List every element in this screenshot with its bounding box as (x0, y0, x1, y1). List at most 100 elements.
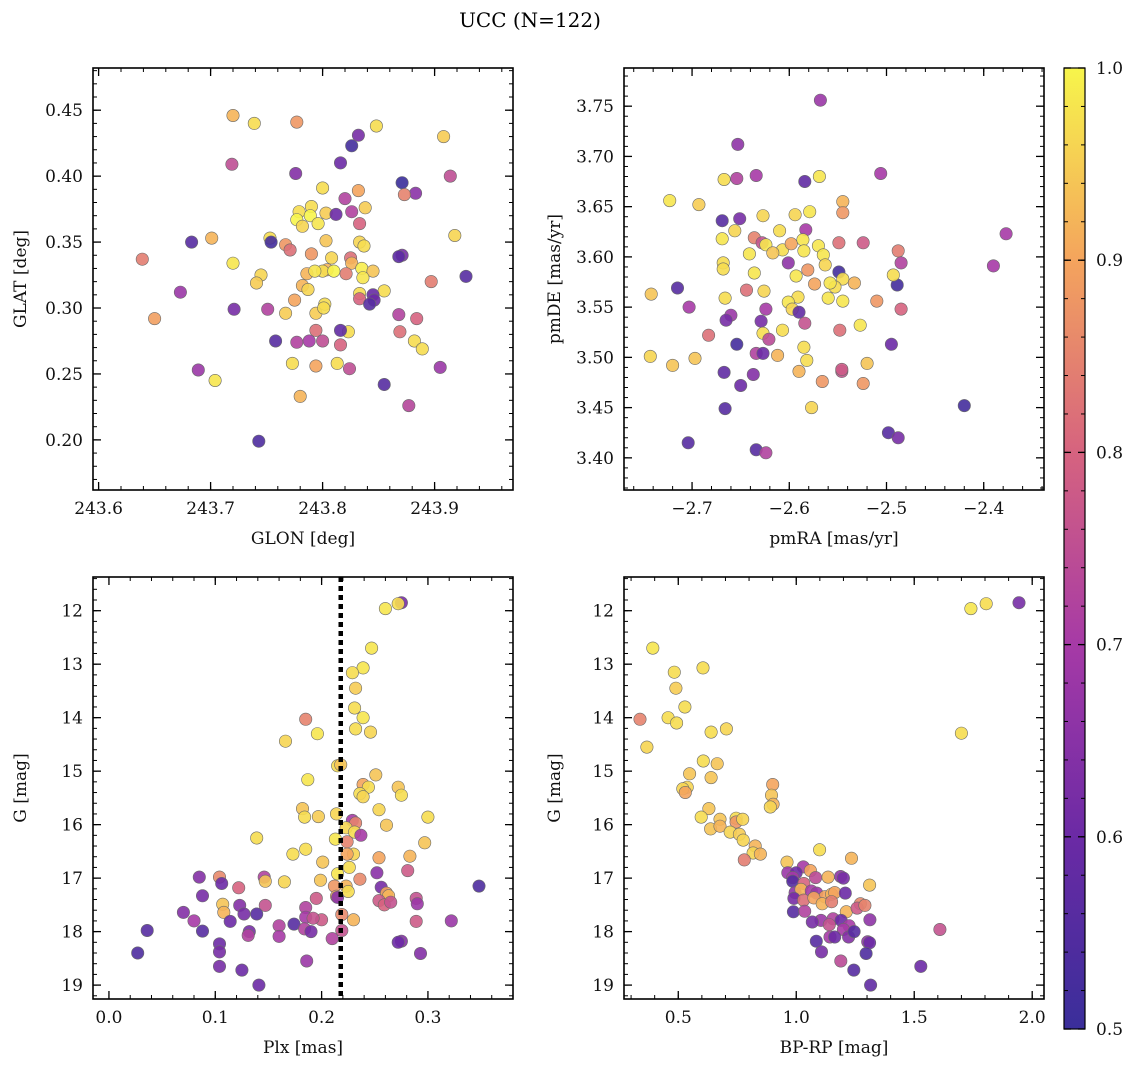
x-axis-label: BP-RP [mag] (780, 1038, 889, 1058)
scatter-point (176, 905, 190, 919)
scatter-point (413, 946, 427, 960)
scatter-point (847, 276, 861, 290)
scatter-point (351, 184, 365, 198)
scatter-point (891, 244, 905, 258)
scatter-point (330, 356, 344, 370)
scatter-point (836, 195, 850, 209)
scatter-point (809, 934, 823, 948)
scatter-point (681, 436, 695, 450)
y-tick-label: 18 (61, 923, 83, 943)
scatter-point (704, 771, 718, 785)
scatter-point (667, 665, 681, 679)
scatter-point (377, 284, 391, 298)
scatter-point (954, 726, 968, 740)
scatter-point (821, 870, 835, 884)
scatter-point (401, 864, 415, 878)
scatter-point (258, 898, 272, 912)
scatter-point (891, 431, 905, 445)
scatter-point (863, 913, 877, 927)
y-tick-label: 3.70 (576, 147, 614, 167)
scatter-point (269, 334, 283, 348)
scatter-point (781, 256, 795, 270)
scatter-point (135, 252, 149, 266)
y-tick-label: 18 (592, 923, 614, 943)
scatter-point (277, 875, 291, 889)
scatter-point (290, 335, 304, 349)
scatter-point (424, 275, 438, 289)
scatter-point (844, 851, 858, 865)
scatter-point (670, 281, 684, 295)
scatter-point (329, 207, 343, 221)
scatter-point (372, 803, 386, 817)
scatter-point (863, 878, 877, 892)
x-tick-label: 0.5 (665, 1008, 692, 1028)
y-tick-label: 17 (61, 869, 83, 889)
scatter-point (683, 767, 697, 781)
scatter-point (933, 922, 947, 936)
colorbar-tick-label: 1.0 (1096, 59, 1123, 79)
scatter-point (798, 904, 812, 918)
scatter-point (979, 597, 993, 611)
scatter-point (694, 810, 708, 824)
y-tick-label: 15 (61, 762, 83, 782)
scatter-point (310, 727, 324, 741)
scatter-bprp-g: 0.5 1.0 1.5 2.0 12 13 14 15 16 17 18 19 BP-RP [mag] G… (545, 576, 1046, 1058)
y-tick-label: 0.45 (45, 101, 83, 121)
scatter-point (678, 700, 692, 714)
scatter-points (131, 596, 486, 992)
y-tick-label: 13 (61, 655, 83, 675)
scatter-point (313, 873, 327, 887)
scatter-point (397, 188, 411, 202)
scatter-point (884, 337, 898, 351)
scatter-point (407, 334, 421, 348)
scatter-point (370, 866, 384, 880)
scatter-point (304, 247, 318, 261)
y-tick-label: 19 (61, 976, 83, 996)
scatter-point (346, 913, 360, 927)
x-tick-label: 243.8 (298, 499, 347, 519)
scatter-point (289, 167, 303, 181)
scatter-point (786, 905, 800, 919)
y-tick-label: 19 (592, 976, 614, 996)
y-tick-label: 0.35 (45, 233, 83, 253)
scatter-point (348, 701, 362, 715)
scatter-point (288, 293, 302, 307)
y-tick-label: 16 (592, 816, 614, 836)
minor-ticks (93, 577, 514, 999)
scatter-point (250, 907, 264, 921)
scatter-point (836, 294, 850, 308)
scatter-point (369, 768, 383, 782)
scatter-point (801, 263, 815, 277)
scatter-point (213, 959, 227, 973)
scatter-point (731, 137, 745, 151)
scatter-point (870, 294, 884, 308)
scatter-point (250, 831, 264, 845)
scatter-point (285, 356, 299, 370)
y-axis-label: GLAT [deg] (11, 230, 31, 328)
y-tick-label: 3.50 (576, 348, 614, 368)
scatter-point (299, 712, 313, 726)
scatter-point (366, 264, 380, 278)
scatter-point (358, 201, 372, 215)
scatter-point (822, 918, 836, 932)
scatter-point (696, 754, 710, 768)
scatter-point (349, 722, 363, 736)
scatter-point (688, 351, 702, 365)
scatter-point (223, 914, 237, 928)
x-tick-label: 2.0 (1019, 1008, 1046, 1028)
scatter-point (333, 338, 347, 352)
scatter-point (372, 851, 386, 865)
plot-frame (92, 67, 514, 491)
scatter-point (298, 810, 312, 824)
scatter-point (459, 269, 473, 283)
x-tick-label: 0.1 (202, 1008, 229, 1028)
y-tick-label: 0.25 (45, 365, 83, 385)
scatter-point (325, 932, 339, 946)
scatter-point (378, 602, 392, 616)
scatter-point (762, 332, 776, 346)
scatter-point (345, 205, 359, 219)
scatter-point (308, 264, 322, 278)
scatter-point (805, 915, 819, 929)
scatter-point (309, 323, 323, 337)
scatter-point (261, 302, 275, 316)
